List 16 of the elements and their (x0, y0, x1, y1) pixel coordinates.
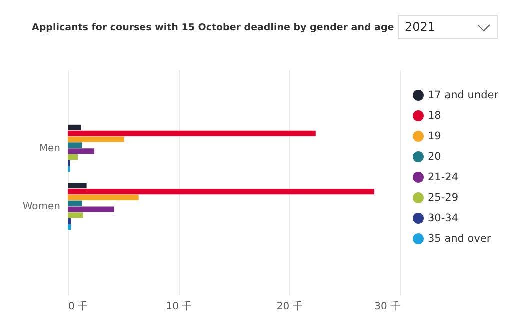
x-tick-label: 30 千 (374, 300, 400, 312)
legend-label: 17 and under (428, 90, 500, 102)
x-tick-label: 0 千 (68, 300, 88, 312)
legend-label: 30-34 (428, 212, 459, 224)
x-tick-label: 10 千 (166, 300, 192, 312)
legend-label: 18 (428, 110, 442, 122)
year-dropdown: 2021 (398, 15, 498, 39)
legend-label: 25-29 (428, 192, 459, 204)
legend-label: 35 and over (428, 233, 492, 245)
y-tick-label: Men (39, 143, 60, 154)
legend-label: 19 (428, 130, 442, 142)
x-tick-label: 20 千 (276, 300, 303, 312)
legend-label: 21-24 (428, 172, 459, 184)
chart-title: Applicants for courses with 15 October deadline by gender and age (32, 22, 394, 34)
legend-label: 20 (428, 151, 442, 163)
y-tick-label: Women (22, 202, 60, 213)
